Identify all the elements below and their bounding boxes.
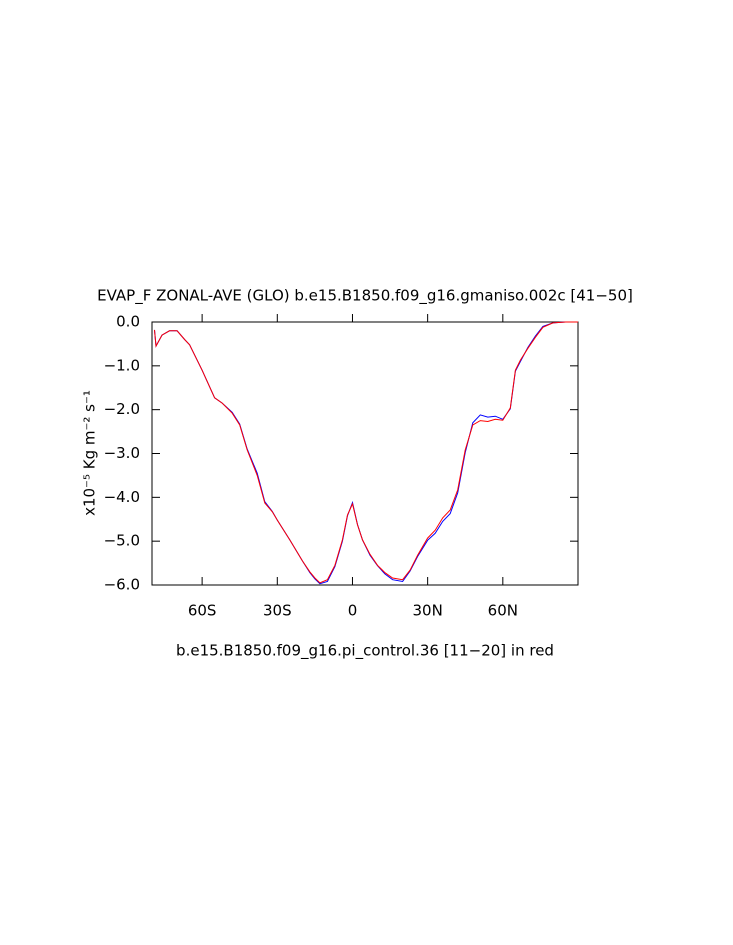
y-tick-label: −2.0 bbox=[104, 400, 140, 418]
y-tick-label: −5.0 bbox=[104, 532, 140, 550]
y-tick-label: −1.0 bbox=[104, 356, 140, 374]
y-tick-label: −4.0 bbox=[104, 488, 140, 506]
y-tick-label: −3.0 bbox=[104, 444, 140, 462]
x-tick-label: 0 bbox=[348, 602, 358, 620]
x-tick-label: 30N bbox=[412, 602, 442, 620]
x-tick-label: 60N bbox=[488, 602, 518, 620]
y-axis-label: x10⁻⁵ Kg m⁻² s⁻¹ bbox=[81, 390, 99, 516]
x-tick-label: 60S bbox=[188, 602, 217, 620]
y-tick-label: 0.0 bbox=[116, 313, 140, 331]
x-tick-label: 30S bbox=[263, 602, 292, 620]
y-tick-label: −6.0 bbox=[104, 576, 140, 594]
chart-subtitle: b.e15.B1850.f09_g16.pi_control.36 [11−20… bbox=[176, 642, 554, 661]
chart-title: EVAP_F ZONAL-AVE (GLO) b.e15.B1850.f09_g… bbox=[97, 287, 633, 306]
series-line bbox=[154, 321, 578, 585]
series-line bbox=[154, 321, 578, 584]
